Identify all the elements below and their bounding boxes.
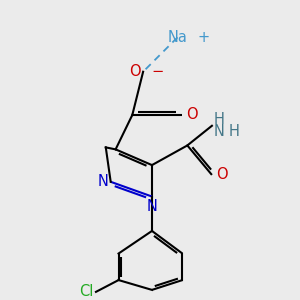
Text: Cl: Cl <box>79 284 93 299</box>
Text: −: − <box>151 64 163 79</box>
Text: Na: Na <box>168 30 188 45</box>
Text: O: O <box>186 107 198 122</box>
Text: +: + <box>198 30 210 45</box>
Text: N: N <box>98 174 109 189</box>
Text: H: H <box>214 112 225 128</box>
Text: H: H <box>229 124 239 139</box>
Text: N: N <box>146 200 158 214</box>
Text: O: O <box>130 64 141 79</box>
Text: N: N <box>214 124 225 139</box>
Text: O: O <box>216 167 227 182</box>
